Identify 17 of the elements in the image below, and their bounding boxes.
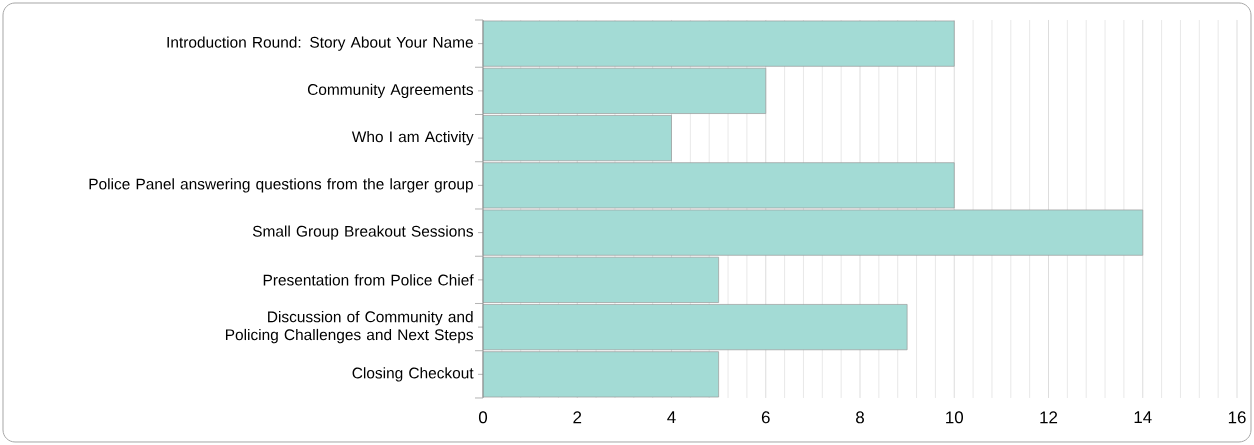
y-tick-label: Discussion of Community and Policing Challenges and Next Steps <box>225 310 474 344</box>
x-tick-label: 4 <box>667 411 676 423</box>
x-tick-label: 2 <box>573 411 582 424</box>
x-tick-label: 8 <box>856 411 864 424</box>
x-tick-label: 14 <box>1134 411 1152 423</box>
y-tick-label: Presentation from Police Chief <box>263 274 474 286</box>
y-tick-label: Police Panel answering questions from the larger group <box>89 178 473 193</box>
y-tick-label: Introduction Round: Story About Your Name <box>167 36 473 51</box>
y-tick-label: Closing Checkout <box>352 367 474 382</box>
x-tick-label: 10 <box>946 411 964 424</box>
x-tick-label: 0 <box>478 411 488 424</box>
x-tick-label: 12 <box>1040 411 1058 424</box>
y-tick-label: Community Agreements <box>307 83 474 99</box>
y-tick-label: Who I am Activity <box>351 130 474 146</box>
y-tick-label: Small Group Breakout Sessions <box>252 225 474 240</box>
x-tick-label: 16 <box>1228 411 1246 424</box>
x-tick-label: 6 <box>761 411 770 424</box>
